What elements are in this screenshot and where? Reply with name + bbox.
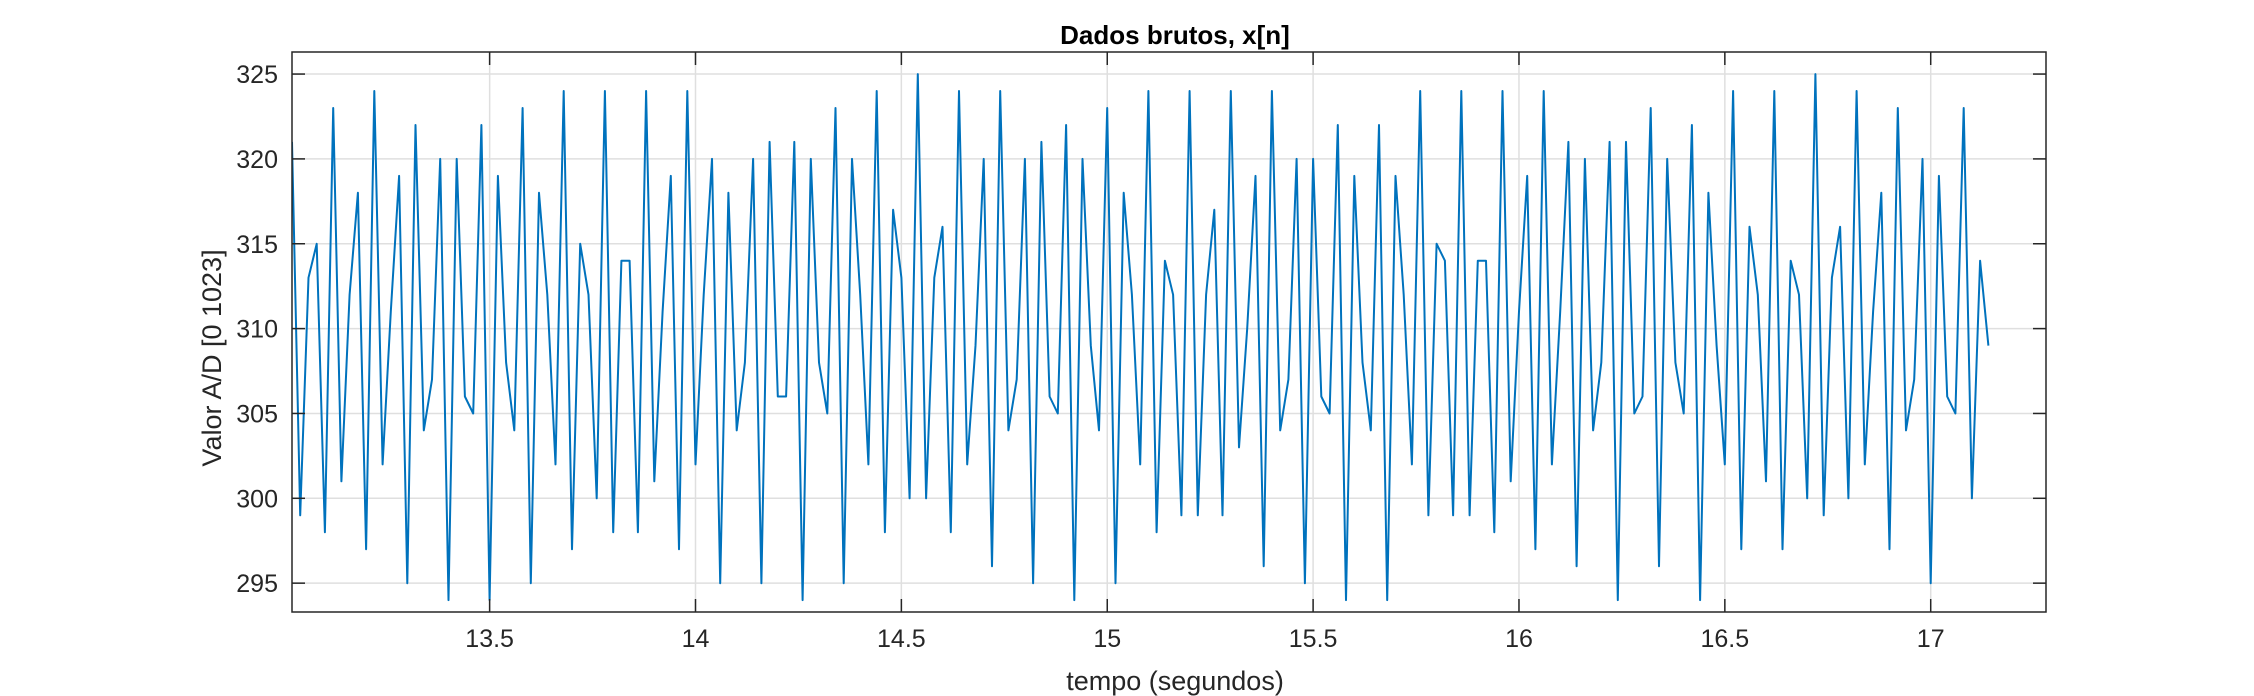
x-tick-label: 15.5	[1289, 625, 1338, 653]
y-tick-label: 300	[236, 485, 278, 513]
x-tick-label: 13.5	[465, 625, 514, 653]
data-series-line	[292, 73, 1990, 602]
y-ticks: 295 300 305 310 315 320 325	[236, 61, 2046, 598]
x-tick-label: 17	[1917, 625, 1945, 653]
x-tick-label: 14.5	[877, 625, 926, 653]
grid	[292, 52, 2046, 612]
x-tick-label: 16.5	[1701, 625, 1750, 653]
x-tick-label: 14	[682, 625, 710, 653]
plot-area-frame	[291, 51, 2047, 613]
y-tick-label: 325	[236, 61, 278, 89]
y-tick-label: 295	[236, 570, 278, 598]
y-axis-label: Valor A/D [0 1023]	[197, 249, 227, 466]
x-axis-label: tempo (segundos)	[1066, 666, 1284, 696]
x-tick-label: 16	[1505, 625, 1533, 653]
chart-title: Dados brutos, x[n]	[1060, 20, 1290, 50]
data-line-group	[292, 73, 1990, 602]
y-tick-label: 320	[236, 146, 278, 174]
x-ticks: 13.5 14 14.5 15 15.5 16 16.5 17	[465, 52, 1945, 653]
y-tick-label: 315	[236, 231, 278, 259]
x-tick-label: 15	[1093, 625, 1121, 653]
y-tick-label: 310	[236, 316, 278, 344]
y-tick-label: 305	[236, 400, 278, 428]
